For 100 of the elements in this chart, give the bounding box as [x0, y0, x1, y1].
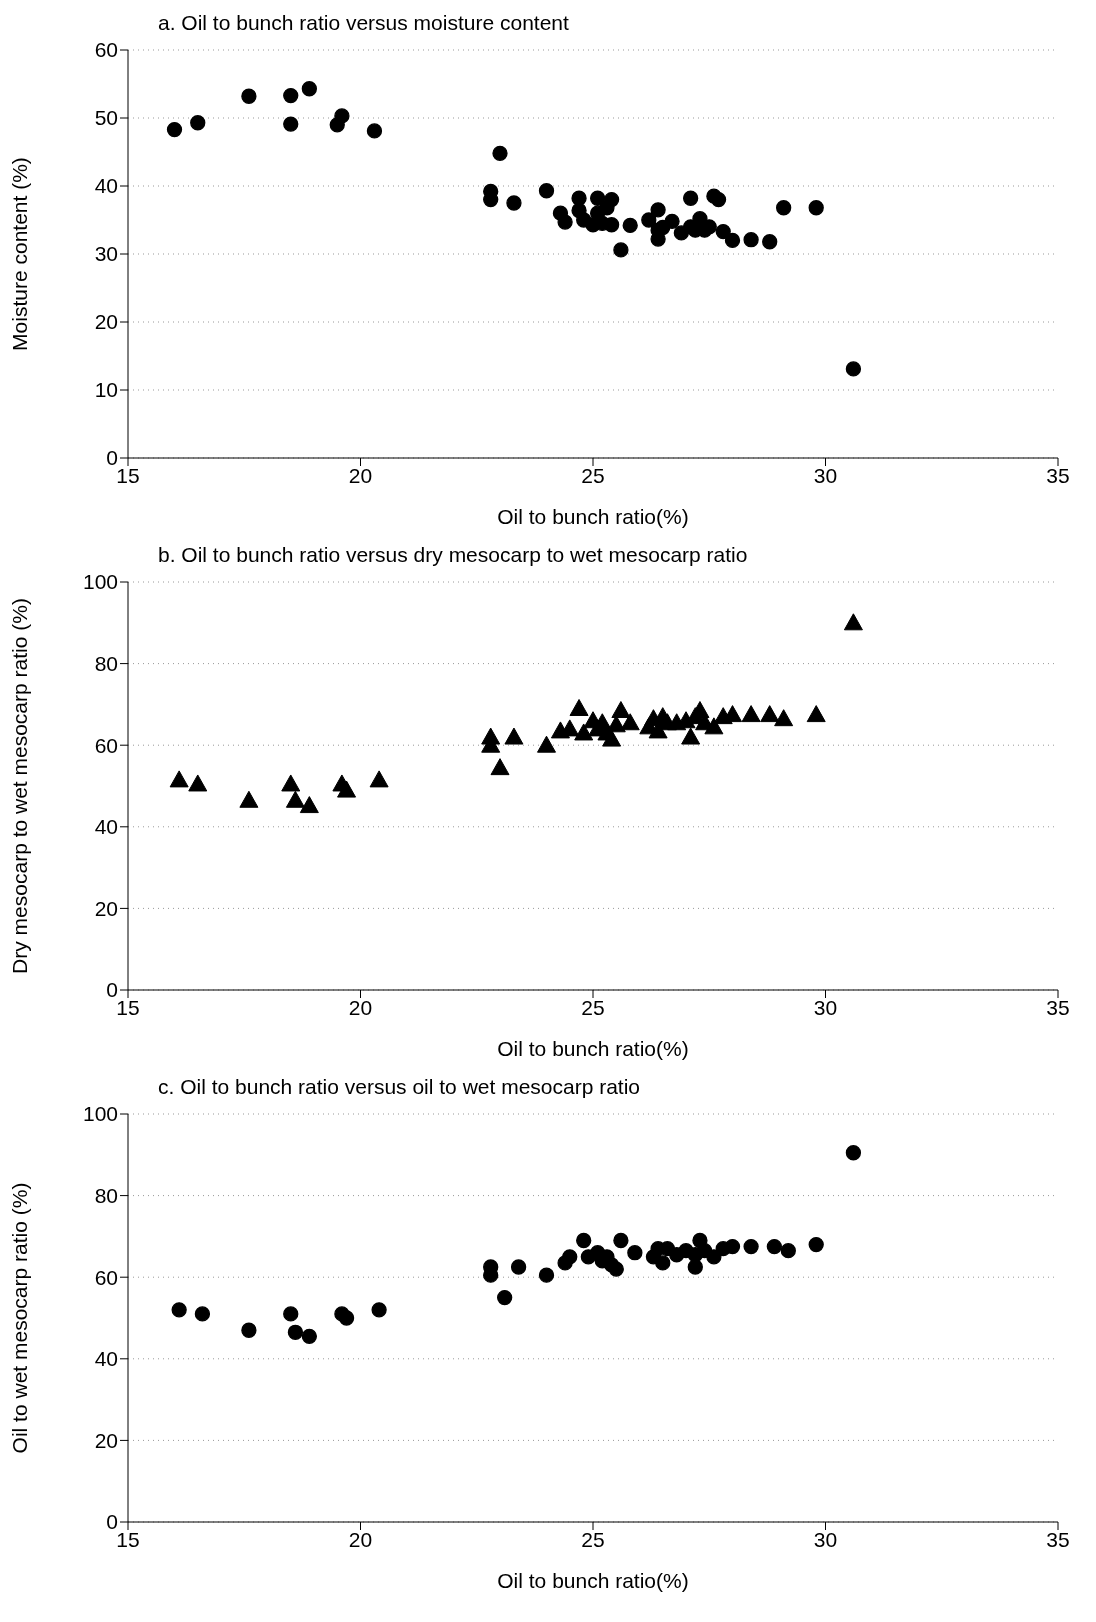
point: [490, 758, 510, 776]
point: [287, 1324, 304, 1340]
x-tick-label: 20: [348, 995, 373, 1019]
x-tick-label: 30: [813, 995, 838, 1019]
point: [724, 1238, 741, 1255]
point: [283, 116, 299, 132]
point: [239, 790, 259, 808]
y-tick-label: 20: [94, 310, 118, 334]
y-tick-label: 20: [94, 896, 118, 920]
chart-title: c. Oil to bunch ratio versus oil to wet mesocarp ratio: [157, 1074, 642, 1100]
y-axis-title: Moisture content (%): [8, 157, 32, 351]
point: [741, 705, 761, 723]
point: [743, 232, 759, 248]
point: [371, 1302, 387, 1318]
x-axis-title: Oil to bunch ratio(%): [497, 505, 689, 528]
point: [538, 183, 555, 199]
x-tick-label: 35: [1046, 995, 1070, 1019]
y-tick-label: 100: [82, 570, 118, 594]
point: [510, 1259, 527, 1275]
point: [190, 115, 206, 131]
point: [301, 1328, 317, 1345]
point: [611, 701, 631, 719]
y-tick-label: 60: [94, 733, 118, 757]
point: [681, 727, 701, 745]
point: [766, 1238, 782, 1255]
point: [715, 223, 731, 240]
y-tick-label: 60: [94, 38, 118, 62]
point: [283, 87, 299, 104]
point: [557, 214, 573, 230]
x-tick-label: 15: [116, 1527, 140, 1551]
y-tick-label: 50: [94, 106, 118, 130]
point: [683, 190, 699, 206]
y-tick-label: 40: [94, 1347, 118, 1371]
point: [285, 790, 305, 808]
point: [710, 191, 727, 208]
point: [780, 1243, 796, 1259]
point: [627, 1245, 643, 1261]
point: [537, 735, 556, 753]
x-tick-label: 20: [348, 1527, 373, 1551]
y-tick-label: 10: [94, 378, 118, 402]
point: [724, 232, 741, 249]
x-axis-title: Oil to bunch ratio(%): [497, 1037, 689, 1060]
point: [281, 774, 301, 792]
point: [171, 1302, 187, 1318]
point: [622, 217, 638, 234]
y-tick-label: 40: [94, 815, 118, 839]
y-tick-label: 80: [94, 1184, 118, 1208]
point: [641, 212, 657, 228]
chart-title: b. Oil to bunch ratio versus dry mesocarp to wet mesocarp ratio: [157, 542, 749, 568]
point: [506, 195, 522, 211]
point: [241, 88, 257, 104]
point: [301, 81, 317, 97]
y-tick-label: 20: [94, 1428, 118, 1452]
point: [590, 190, 606, 206]
point: [194, 1306, 211, 1322]
point: [620, 713, 640, 731]
x-tick-label: 15: [116, 995, 140, 1019]
y-tick-label: 30: [94, 242, 118, 266]
y-axis-title: Dry mesocarp to wet mesocarp ratio (%): [8, 598, 32, 974]
y-tick-label: 100: [82, 1102, 118, 1126]
x-tick-label: 30: [813, 463, 838, 487]
point: [613, 242, 629, 258]
point: [569, 698, 589, 716]
y-tick-label: 0: [106, 446, 118, 470]
point: [338, 1310, 355, 1326]
point: [334, 108, 350, 124]
point: [299, 796, 319, 814]
point: [613, 1232, 629, 1249]
point: [492, 145, 508, 162]
x-tick-label: 25: [581, 995, 605, 1019]
x-tick-label: 25: [581, 1527, 605, 1551]
point: [808, 200, 824, 216]
point: [241, 1322, 257, 1338]
point: [808, 1236, 824, 1253]
point: [843, 613, 863, 631]
x-tick-label: 25: [581, 463, 605, 487]
point: [704, 717, 724, 735]
point: [169, 770, 189, 788]
point: [776, 200, 792, 216]
point: [188, 774, 208, 792]
point: [762, 234, 778, 250]
point: [608, 1261, 624, 1277]
x-tick-label: 30: [813, 1527, 838, 1551]
y-tick-label: 80: [94, 652, 118, 676]
point: [603, 191, 620, 208]
x-tick-label: 15: [116, 463, 140, 487]
point: [845, 361, 862, 377]
y-tick-label: 0: [106, 978, 118, 1002]
point: [283, 1306, 299, 1322]
y-tick-label: 0: [106, 1510, 118, 1534]
x-tick-label: 35: [1046, 463, 1070, 487]
point: [497, 1289, 513, 1306]
point: [655, 1255, 671, 1271]
point: [650, 202, 666, 218]
point: [774, 709, 794, 727]
point: [166, 121, 183, 138]
y-tick-label: 60: [94, 1265, 118, 1289]
point: [337, 780, 357, 798]
point: [369, 770, 389, 788]
point: [574, 723, 594, 741]
